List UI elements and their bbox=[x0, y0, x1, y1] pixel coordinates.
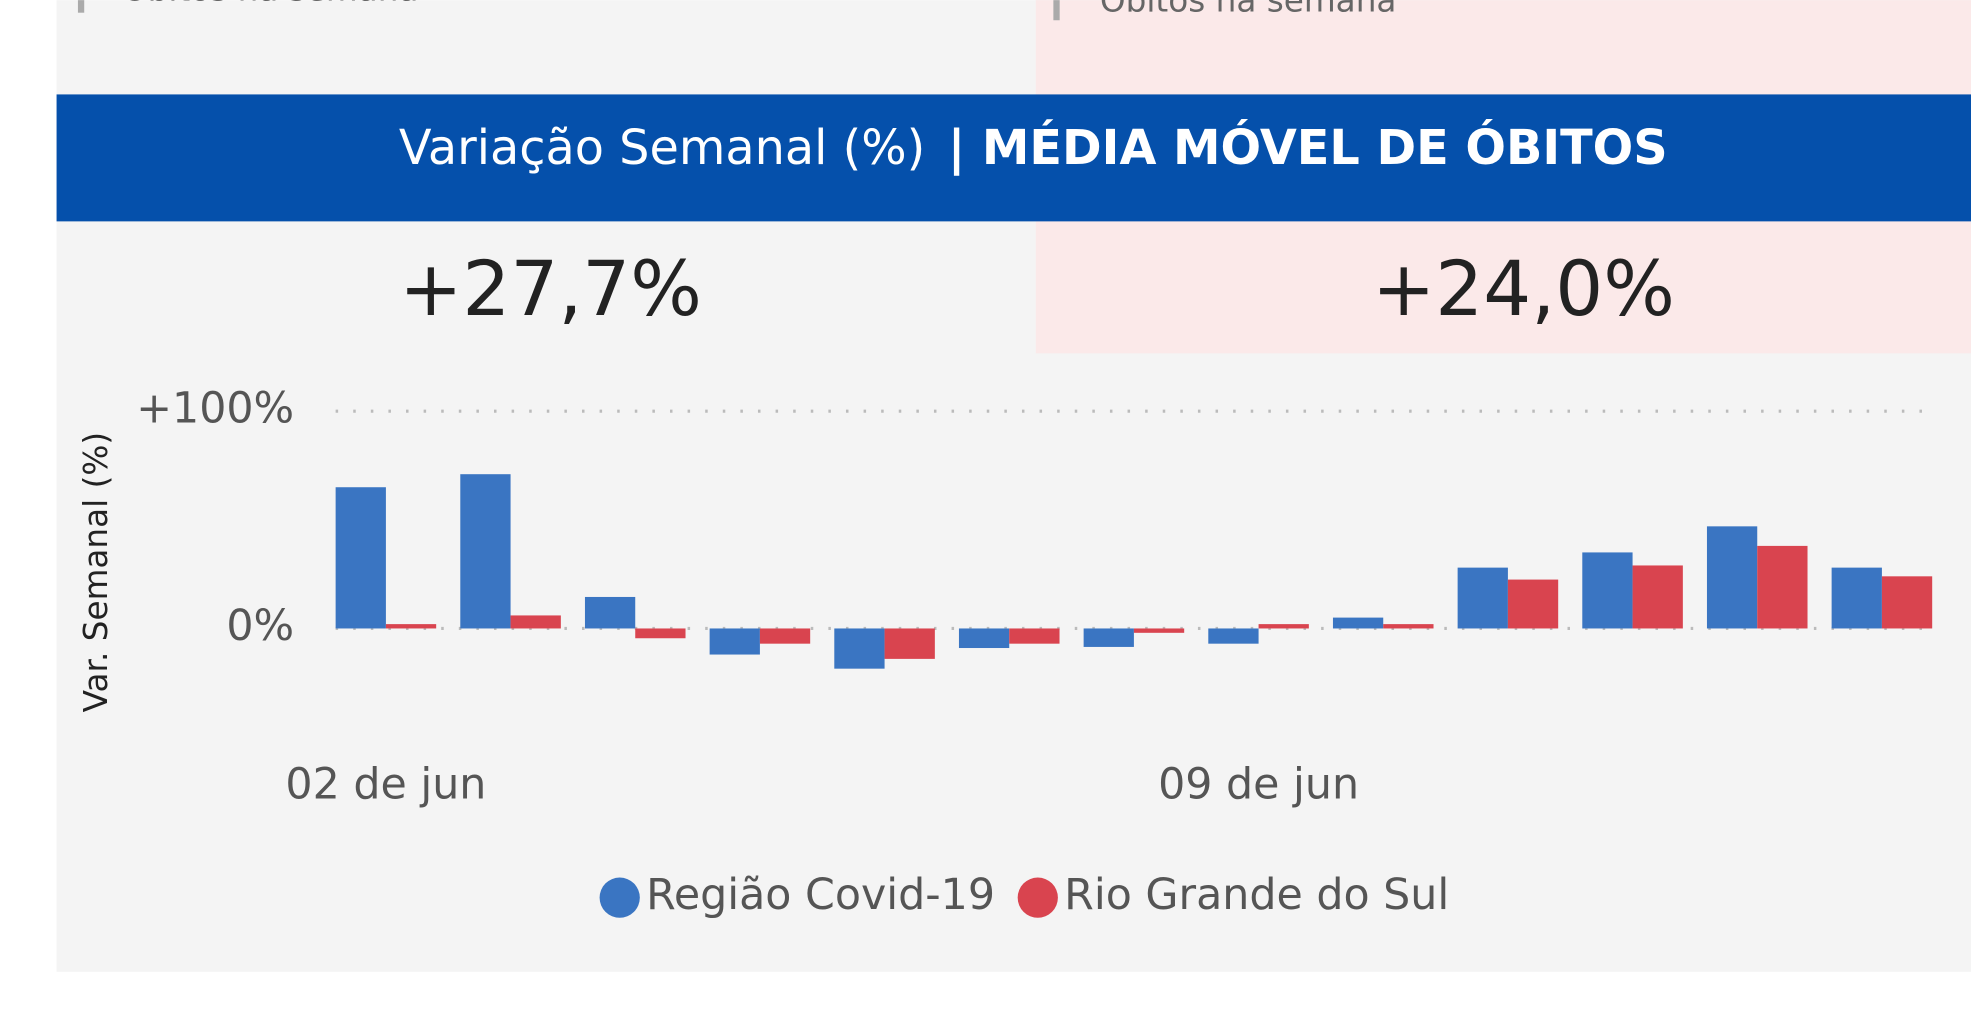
card-marker bbox=[1053, 0, 1060, 21]
bar bbox=[1881, 576, 1933, 629]
card-label: Óbitos na semana bbox=[122, 0, 419, 8]
bar bbox=[884, 628, 935, 659]
x-tick-label: 09 de jun bbox=[1158, 760, 1359, 810]
bar bbox=[1507, 579, 1559, 629]
bar bbox=[510, 615, 561, 629]
header-title: Variação Semanal (%) bbox=[399, 121, 925, 176]
bar bbox=[1582, 552, 1633, 629]
bar bbox=[1831, 567, 1882, 629]
card-label: Óbitos na semana bbox=[1100, 0, 1397, 20]
bar bbox=[1383, 624, 1434, 629]
kpi: +27,7% bbox=[399, 245, 702, 333]
bar bbox=[1757, 545, 1808, 629]
legend-marker bbox=[599, 877, 640, 918]
bar bbox=[759, 628, 811, 644]
bar bbox=[1258, 624, 1309, 629]
bar bbox=[635, 628, 686, 639]
y-tick-label: +100% bbox=[136, 384, 294, 434]
header: Variação Semanal (%) | MÉDIA MÓVEL DE ÓBI… bbox=[399, 119, 1668, 176]
legend-label: Rio Grande do Sul bbox=[1064, 870, 1449, 920]
legend-marker bbox=[1017, 877, 1058, 918]
bar bbox=[335, 487, 386, 629]
bar bbox=[1457, 567, 1508, 629]
y-axis-label: Var. Semanal (%) bbox=[77, 432, 115, 712]
bar bbox=[1632, 565, 1683, 629]
bar bbox=[1133, 628, 1185, 633]
bar bbox=[460, 474, 511, 629]
header-subtitle: | MÉDIA MÓVEL DE ÓBITOS bbox=[948, 119, 1668, 176]
x-tick-label: 02 de jun bbox=[285, 760, 486, 810]
header-bar bbox=[56, 94, 1971, 222]
bar bbox=[584, 596, 636, 629]
legend-label: Região Covid-19 bbox=[646, 870, 995, 920]
bar bbox=[385, 624, 437, 629]
bar bbox=[1332, 617, 1384, 629]
bar bbox=[1208, 628, 1259, 644]
bar bbox=[958, 628, 1010, 649]
kpi: +24,0% bbox=[1372, 245, 1675, 333]
bar bbox=[709, 628, 760, 655]
y-tick-label: 0% bbox=[226, 601, 294, 651]
bar bbox=[1706, 526, 1758, 629]
bar bbox=[834, 628, 885, 669]
card-marker bbox=[77, 0, 85, 13]
bar bbox=[1009, 628, 1060, 644]
bar bbox=[1083, 628, 1134, 647]
